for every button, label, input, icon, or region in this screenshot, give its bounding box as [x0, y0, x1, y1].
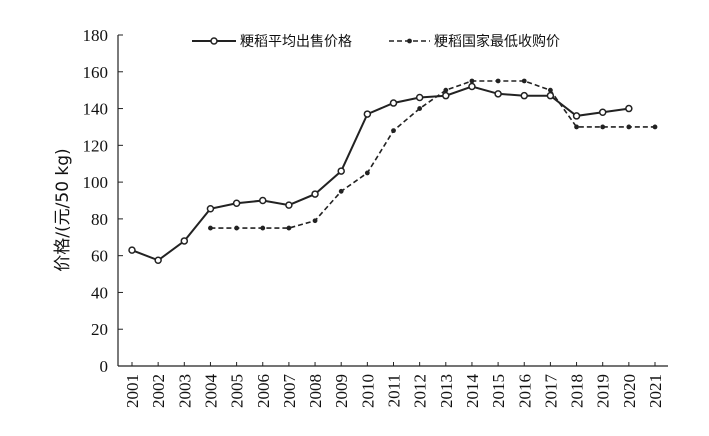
data-point: [391, 128, 396, 134]
y-tick-label: 180: [83, 26, 109, 45]
x-tick-label: 2001: [123, 374, 142, 408]
legend-swatch-marker: [210, 37, 218, 45]
y-tick-label: 80: [91, 210, 108, 229]
x-axis-ticks: 2001 2002 2003 2004 2005 2006 2007 2008 2009 2010…: [123, 362, 665, 408]
data-point: [338, 188, 344, 194]
x-tick-label: 2010: [358, 374, 377, 408]
x-tick-label: 2011: [385, 374, 404, 407]
y-axis-title: 价格/(元/50 kg): [53, 148, 73, 271]
data-point: [546, 91, 555, 100]
data-point: [548, 87, 553, 93]
x-tick-label: 2014: [463, 374, 482, 409]
legend-label: 粳稻国家最低收购价: [434, 33, 560, 50]
data-point: [180, 237, 189, 245]
data-point: [154, 256, 162, 265]
data-point: [598, 108, 607, 116]
data-point: [311, 190, 319, 198]
x-tick-label: 2007: [280, 374, 299, 409]
data-point: [206, 205, 215, 213]
data-point: [652, 124, 658, 130]
series-layer: [128, 78, 658, 265]
data-point: [625, 104, 633, 113]
data-point: [286, 225, 292, 231]
data-point: [363, 110, 372, 118]
data-point: [417, 106, 423, 111]
data-point: [521, 78, 527, 84]
data-point: [626, 124, 632, 130]
series-2: [208, 78, 658, 231]
data-point: [259, 196, 267, 205]
x-tick-label: 2021: [646, 374, 665, 408]
x-tick-label: 2012: [411, 374, 430, 408]
data-point: [494, 90, 502, 98]
y-tick-label: 20: [91, 320, 108, 339]
data-point: [443, 87, 449, 93]
x-tick-label: 2017: [541, 374, 560, 409]
x-tick-label: 2020: [620, 374, 639, 408]
x-tick-label: 2013: [437, 374, 456, 408]
data-point: [234, 225, 240, 231]
y-axis-ticks: 0 20 40 60 80 100 120 140 160 180: [83, 26, 123, 376]
data-point: [469, 78, 475, 84]
axes: [117, 35, 668, 367]
data-point: [600, 124, 606, 130]
data-point: [389, 99, 398, 107]
data-point: [232, 199, 241, 208]
x-tick-label: 2006: [254, 374, 273, 408]
legend: 粳稻平均出售价格 粳稻国家最低收购价: [192, 33, 560, 50]
x-tick-label: 2009: [332, 374, 351, 408]
data-point: [260, 225, 266, 231]
series-line: [210, 80, 655, 229]
x-tick-label: 2018: [568, 374, 587, 408]
data-point: [520, 91, 528, 100]
x-tick-label: 2003: [175, 374, 194, 408]
y-tick-label: 100: [83, 173, 109, 192]
data-point: [495, 78, 501, 84]
x-tick-label: 2002: [149, 374, 168, 408]
y-tick-label: 40: [91, 283, 108, 302]
x-tick-label: 2004: [201, 374, 220, 409]
data-point: [572, 112, 581, 120]
x-tick-label: 2008: [306, 374, 325, 408]
y-tick-label: 120: [83, 136, 109, 155]
data-point: [285, 201, 293, 209]
x-tick-label: 2015: [489, 374, 508, 408]
data-point: [442, 91, 450, 100]
data-point: [574, 124, 579, 130]
data-point: [364, 170, 370, 176]
legend-label: 粳稻平均出售价格: [240, 34, 352, 50]
data-point: [312, 218, 318, 224]
y-tick-label: 0: [100, 357, 109, 376]
data-point: [415, 93, 424, 102]
data-point: [468, 82, 476, 91]
data-point: [337, 167, 345, 175]
x-tick-label: 2016: [515, 374, 534, 408]
data-point: [208, 225, 213, 231]
data-point: [128, 246, 136, 254]
y-tick-label: 140: [83, 100, 109, 119]
y-tick-label: 160: [83, 63, 109, 82]
y-tick-label: 60: [91, 247, 108, 266]
x-tick-label: 2019: [594, 374, 613, 408]
series-line: [131, 85, 629, 262]
x-tick-label: 2005: [228, 374, 247, 408]
series-1: [128, 82, 633, 265]
legend-swatch-marker: [407, 38, 412, 44]
